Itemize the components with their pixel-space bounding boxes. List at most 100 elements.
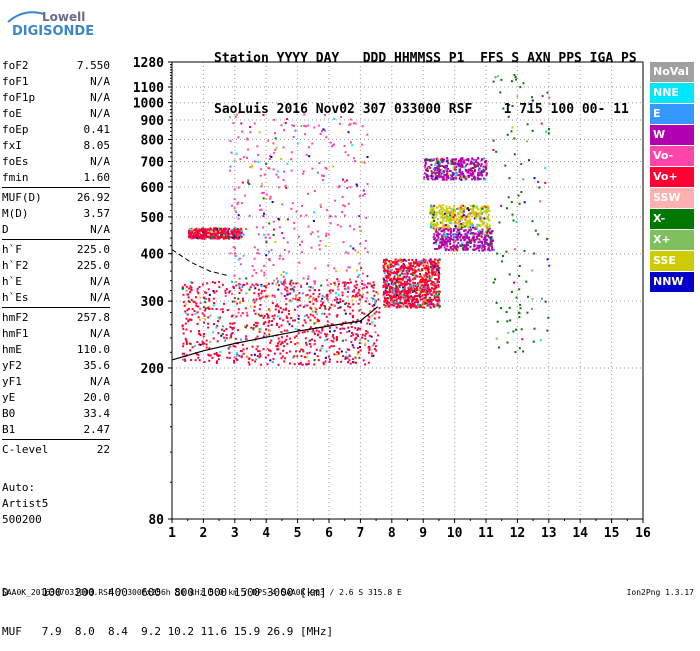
- echo-point: [259, 174, 262, 177]
- echo-point: [453, 240, 456, 243]
- echo-point: [349, 281, 352, 284]
- echo-point: [315, 313, 318, 316]
- echo-point: [359, 346, 361, 348]
- echo-point: [431, 264, 434, 266]
- echo-point: [244, 326, 247, 329]
- echo-point: [275, 173, 278, 176]
- echo-point: [431, 208, 433, 211]
- echo-point: [461, 226, 464, 228]
- echo-point: [459, 237, 462, 240]
- echo-point: [513, 281, 515, 284]
- echo-point: [293, 286, 296, 289]
- echo-point: [400, 260, 402, 263]
- echo-point: [438, 209, 441, 212]
- echo-point: [208, 232, 211, 235]
- echo-point: [326, 293, 329, 296]
- echo-point: [348, 306, 351, 309]
- echo-point: [280, 324, 283, 327]
- echo-point: [431, 303, 434, 306]
- echo-point: [506, 320, 509, 323]
- echo-point: [232, 233, 235, 236]
- echo-point: [477, 224, 480, 227]
- echo-point: [424, 298, 427, 301]
- echo-point: [332, 143, 335, 146]
- echo-point: [457, 222, 460, 225]
- echo-point: [368, 316, 371, 319]
- echo-point: [205, 339, 208, 342]
- echo-point: [364, 334, 367, 337]
- echo-point: [308, 289, 311, 292]
- echo-point: [353, 157, 355, 160]
- echo-point: [305, 341, 307, 344]
- echo-point: [342, 241, 345, 244]
- x-tick-label: 5: [294, 526, 302, 541]
- echo-point: [404, 300, 406, 303]
- echo-point: [184, 359, 187, 362]
- echo-point: [389, 263, 392, 266]
- echo-point: [405, 291, 407, 294]
- echo-point: [504, 164, 507, 167]
- echo-point: [208, 293, 211, 296]
- echo-point: [511, 213, 514, 216]
- echo-point: [309, 306, 312, 309]
- echo-point: [207, 305, 210, 308]
- echo-point: [408, 276, 411, 279]
- echo-point: [251, 359, 254, 362]
- echo-point: [481, 221, 484, 224]
- echo-point: [425, 267, 428, 269]
- echo-point: [247, 148, 250, 151]
- echo-point: [482, 232, 485, 235]
- echo-point: [342, 178, 344, 181]
- echo-point: [402, 303, 405, 306]
- echo-point: [351, 332, 353, 334]
- echo-point: [452, 163, 455, 166]
- echo-point: [263, 271, 266, 274]
- echo-point: [193, 235, 196, 238]
- echo-point: [226, 235, 229, 238]
- echo-point: [473, 176, 476, 179]
- echo-point: [383, 267, 386, 270]
- echo-point: [312, 297, 315, 300]
- echo-point: [337, 288, 340, 291]
- param-row: yF1 N/A: [2, 374, 110, 390]
- echo-point: [343, 180, 346, 183]
- echo-point: [423, 306, 426, 309]
- echo-point: [520, 328, 523, 331]
- echo-point: [343, 309, 346, 312]
- echo-point: [246, 356, 249, 359]
- echo-point: [476, 176, 479, 179]
- echo-point: [435, 286, 438, 289]
- echo-point: [440, 207, 443, 210]
- echo-point: [317, 295, 320, 298]
- echo-point: [405, 277, 408, 280]
- echo-point: [204, 309, 207, 312]
- echo-point: [370, 335, 373, 338]
- echo-point: [446, 234, 449, 237]
- echo-point: [404, 273, 406, 276]
- echo-point: [487, 217, 490, 220]
- echo-point: [341, 294, 344, 297]
- echo-point: [257, 350, 260, 353]
- echo-point: [209, 230, 212, 233]
- echo-point: [251, 345, 254, 348]
- echo-point: [434, 304, 437, 306]
- echo-point: [434, 176, 437, 179]
- echo-point: [236, 237, 239, 240]
- echo-point: [251, 339, 254, 342]
- echo-point: [329, 283, 332, 285]
- echo-point: [471, 178, 473, 181]
- echo-point: [450, 237, 453, 240]
- echo-point: [372, 290, 375, 293]
- echo-point: [275, 345, 278, 348]
- echo-point: [459, 206, 462, 209]
- echo-point: [456, 218, 459, 220]
- echo-point: [374, 300, 377, 303]
- param-separator: [2, 307, 110, 308]
- echo-point: [346, 331, 349, 333]
- echo-point: [522, 82, 525, 85]
- echo-point: [444, 212, 446, 215]
- echo-point: [297, 329, 300, 331]
- echo-point: [333, 353, 336, 356]
- echo-point: [256, 354, 259, 357]
- echo-point: [478, 174, 481, 177]
